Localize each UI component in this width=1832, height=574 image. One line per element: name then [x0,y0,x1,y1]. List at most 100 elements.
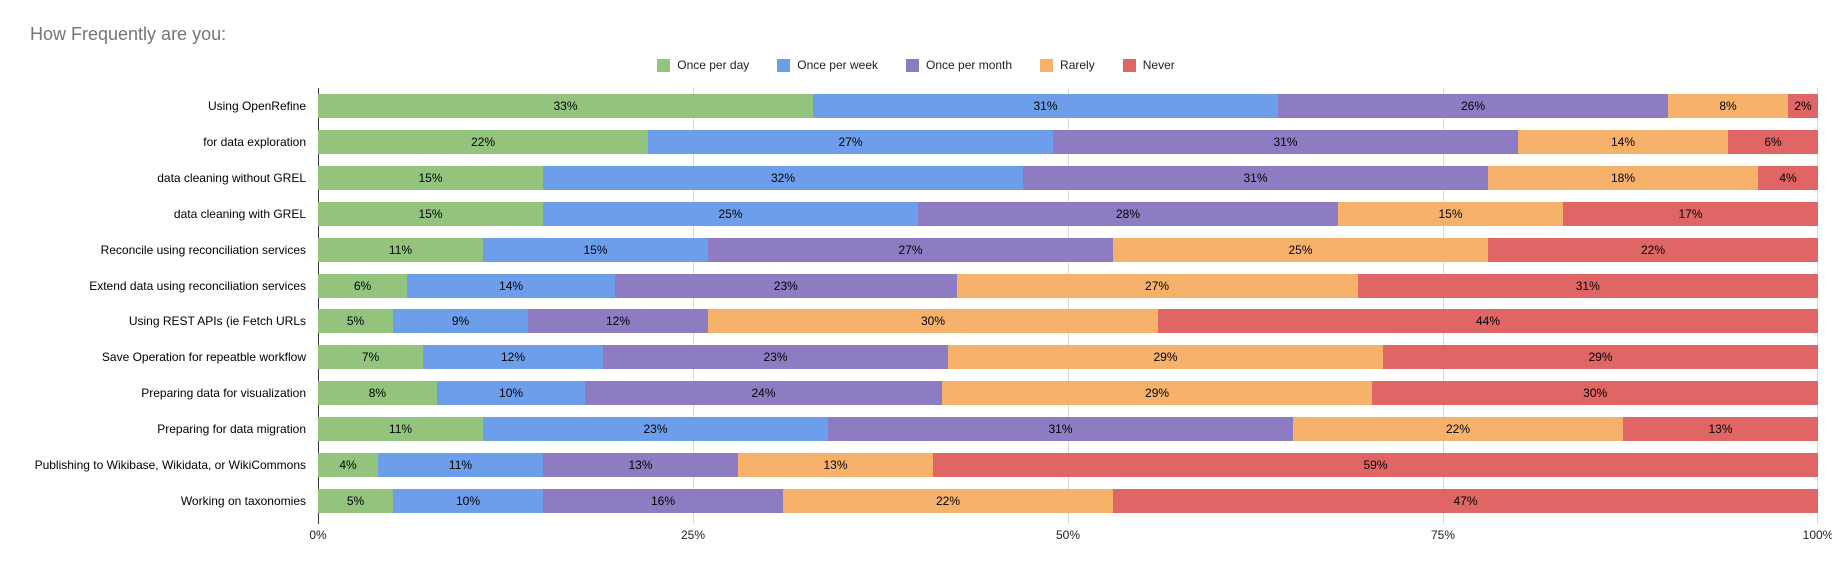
bar-segment-rarely: 22% [783,489,1113,514]
gridline [1443,88,1444,524]
category-label: data cleaning with GREL [173,206,306,221]
bar-segment-once-per-month: 26% [1278,93,1668,118]
bar-segment-rarely: 13% [738,453,933,478]
gridline [693,88,694,524]
bar-segment-never: 29% [1383,345,1818,370]
segment-value-label: 22% [470,134,496,149]
stacked-bar: 33% 31% 26% 8% 2% [318,93,1818,118]
x-axis-labels: 0% 25% 50% 75% 100% [309,528,1832,544]
bar-row-data-cleaning-without-grel: 15% 32% 31% 18% 4% [318,160,1818,196]
bar-segment-once-per-day: 33% [318,93,813,118]
segment-value-label: 15% [418,170,443,185]
bar-segment-once-per-day: 11% [318,237,483,262]
legend-label: Never [1142,58,1175,72]
segment-value-label: 27% [838,134,863,149]
axis-line [318,88,319,524]
legend-swatch-once-per-day [657,58,671,72]
segment-value-label: 16% [650,494,676,509]
bar-row-for-data-exploration: 22% 27% 31% 14% 6% [318,124,1818,160]
bar-segment-once-per-week: 14% [407,273,615,298]
bar-segment-never: 47% [1113,489,1818,514]
bar-segment-rarely: 29% [948,345,1383,370]
plot-area: 33% 31% 26% 8% 2% 22% 27% 31% 14% 6% 15% 32% 31% 18% 4… [318,88,1818,524]
bar-segment-once-per-day: 8% [318,381,437,406]
stacked-bar: 11% 15% 27% 25% 22% [318,237,1818,262]
segment-value-label: 31% [1033,98,1058,113]
bar-segment-never: 4% [1758,165,1818,190]
bar-segment-once-per-month: 31% [1053,129,1518,154]
bar-segment-once-per-month: 27% [708,237,1113,262]
x-tick-label: 0% [309,528,327,542]
segment-value-label: 29% [1153,350,1178,365]
stacked-bar: 7% 12% 23% 29% 29% [318,345,1818,370]
bar-row-publishing-to-wikibase-wikidata-or-wikicommons: 4% 11% 13% 13% 59% [318,447,1818,483]
bar-segment-once-per-month: 24% [585,381,942,406]
legend-item-once-per-month: Once per month [906,58,1012,72]
bar-segment-once-per-week: 31% [813,93,1278,118]
legend-swatch-never [1122,58,1136,72]
bar-row-extend-data-using-reconciliation-services: 6% 14% 23% 27% 31% [318,268,1818,304]
legend-item-never: Never [1122,58,1175,72]
gridline [1817,88,1818,524]
stacked-bar: 22% 27% 31% 14% 6% [318,129,1818,154]
segment-value-label: 15% [1438,206,1463,221]
segment-value-label: 31% [1243,170,1268,185]
bar-segment-never: 17% [1563,201,1818,226]
segment-value-label: 12% [605,314,631,329]
bar-segment-rarely: 14% [1518,129,1728,154]
bar-row-save-operation-for-repeatble-workflow: 7% 12% 23% 29% 29% [318,339,1818,375]
segment-value-label: 11% [388,422,413,437]
segment-value-label: 15% [418,206,443,221]
segment-value-label: 7% [361,350,380,365]
category-label: Save Operation for repeatble workflow [101,350,306,365]
segment-value-label: 15% [583,242,608,257]
category-label: for data exploration [203,134,306,149]
bar-row-working-on-taxonomies: 5% 10% 16% 22% 47% [318,483,1818,519]
bar-row-preparing-for-data-migration: 11% 23% 31% 22% 13% [318,411,1818,447]
segment-value-label: 28% [1115,206,1141,221]
segment-value-label: 29% [1588,350,1613,365]
segment-value-label: 17% [1678,206,1703,221]
segment-value-label: 9% [451,314,470,329]
category-label: Working on taxonomies [180,494,306,509]
bar-segment-once-per-week: 32% [543,165,1023,190]
segment-value-label: 5% [346,494,365,509]
bar-segment-once-per-day: 15% [318,165,543,190]
chart-title: How Frequently are you: [30,24,227,44]
segment-value-label: 10% [499,386,524,401]
bar-segment-never: 6% [1728,129,1818,154]
category-label: Reconcile using reconciliation services [100,242,306,257]
bar-segment-never: 13% [1623,417,1818,442]
segment-value-label: 27% [898,242,923,257]
bar-segment-once-per-month: 16% [543,489,783,514]
bar-segment-once-per-month: 28% [918,201,1338,226]
legend-label: Rarely [1060,58,1095,72]
gridline [1068,88,1069,524]
bar-segment-once-per-month: 13% [543,453,738,478]
bar-segment-once-per-day: 6% [318,273,408,298]
bar-segment-rarely: 29% [941,381,1373,406]
bar-segment-once-per-week: 25% [543,201,918,226]
bar-segment-never: 59% [933,453,1818,478]
category-label: Using OpenRefine [207,98,306,113]
segment-value-label: 22% [1640,242,1666,257]
segment-value-label: 8% [368,386,387,401]
bar-row-data-cleaning-with-grel: 15% 25% 28% 15% 17% [318,196,1818,232]
segment-value-label: 6% [1764,134,1782,149]
bar-segment-rarely: 15% [1338,201,1563,226]
segment-value-label: 33% [553,98,578,113]
segment-value-label: 23% [763,350,788,365]
bar-segment-once-per-month: 23% [603,345,948,370]
category-label: Using REST APIs (ie Fetch URLs [128,314,306,329]
segment-value-label: 5% [346,314,365,329]
bar-segment-once-per-week: 15% [483,237,708,262]
bar-segment-once-per-week: 11% [378,453,543,478]
segment-value-label: 8% [1719,98,1737,113]
bar-segment-rarely: 18% [1488,165,1758,190]
segment-value-label: 26% [1460,98,1486,113]
legend-label: Once per month [926,58,1013,72]
x-tick-label: 100% [1802,528,1832,542]
bar-segment-once-per-week: 9% [393,309,528,334]
bar-segment-once-per-month: 31% [828,417,1293,442]
